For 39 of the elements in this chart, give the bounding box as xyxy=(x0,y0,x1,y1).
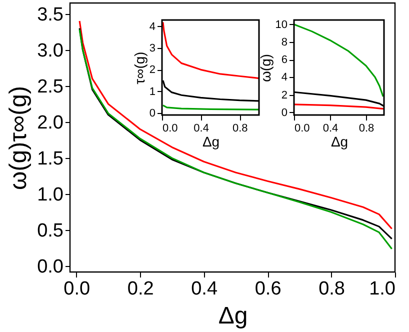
line-series xyxy=(293,24,384,98)
y-axis-title: ω(g)τ∞(g) xyxy=(5,86,32,190)
y-tick-label: 3 xyxy=(149,42,156,55)
y-tick-label: 0.5 xyxy=(37,220,64,242)
x-tick-label: 0.4 xyxy=(191,278,218,300)
x-tick-label: 0.2 xyxy=(127,278,154,300)
x-axis-title: Δg xyxy=(330,134,348,150)
x-tick-label: 0.0 xyxy=(64,278,90,300)
y-tick-label: 2 xyxy=(149,64,156,76)
x-tick-label: 0.6 xyxy=(254,278,282,300)
x-tick-label: 0.8 xyxy=(358,122,374,134)
x-tick-label: 0.4 xyxy=(322,122,338,134)
x-tick-label: 0.0 xyxy=(162,122,178,134)
y-tick-label: 2.0 xyxy=(37,112,64,134)
x-tick-label: 0.8 xyxy=(318,278,345,300)
y-tick-label: 0.0 xyxy=(37,256,64,278)
y-tick-label: 3.0 xyxy=(37,40,64,62)
x-tick-label: 0.0 xyxy=(294,122,310,134)
y-tick-label: 6 xyxy=(281,54,288,66)
y-tick-label: 1.0 xyxy=(37,184,64,206)
y-tick-label: 2.5 xyxy=(37,76,64,98)
x-tick-label: 0.8 xyxy=(232,122,248,134)
y-tick-label: 2 xyxy=(281,89,288,102)
x-tick-label: 1.0 xyxy=(369,278,396,300)
x-tick-label: 0.4 xyxy=(194,122,209,134)
y-axis-title: ω(g) xyxy=(257,54,274,82)
x-axis-title: Δg xyxy=(218,302,248,330)
y-tick-label: 4 xyxy=(149,20,156,33)
y-tick-label: 8 xyxy=(281,36,288,48)
y-tick-label: 0 xyxy=(149,107,156,120)
y-tick-label: 1.5 xyxy=(37,148,64,170)
y-tick-label: 4 xyxy=(281,72,288,84)
y-tick-label: 0 xyxy=(281,106,288,119)
y-tick-label: 1 xyxy=(149,86,156,98)
line-series xyxy=(162,21,260,80)
x-axis-title: Δg xyxy=(202,134,220,150)
y-axis-title: τ∞(g) xyxy=(131,52,148,84)
y-tick-label: 10 xyxy=(275,18,288,31)
y-tick-label: 3.5 xyxy=(37,4,64,26)
